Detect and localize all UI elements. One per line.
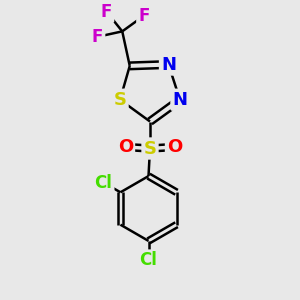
Text: S: S	[113, 91, 127, 109]
Text: F: F	[138, 7, 149, 25]
Text: Cl: Cl	[140, 251, 158, 269]
Text: Cl: Cl	[94, 173, 112, 191]
Text: N: N	[161, 56, 176, 74]
Text: F: F	[92, 28, 103, 46]
Text: N: N	[172, 91, 188, 109]
Text: O: O	[118, 138, 133, 156]
Text: F: F	[101, 3, 112, 21]
Text: S: S	[143, 140, 157, 158]
Text: O: O	[167, 138, 182, 156]
